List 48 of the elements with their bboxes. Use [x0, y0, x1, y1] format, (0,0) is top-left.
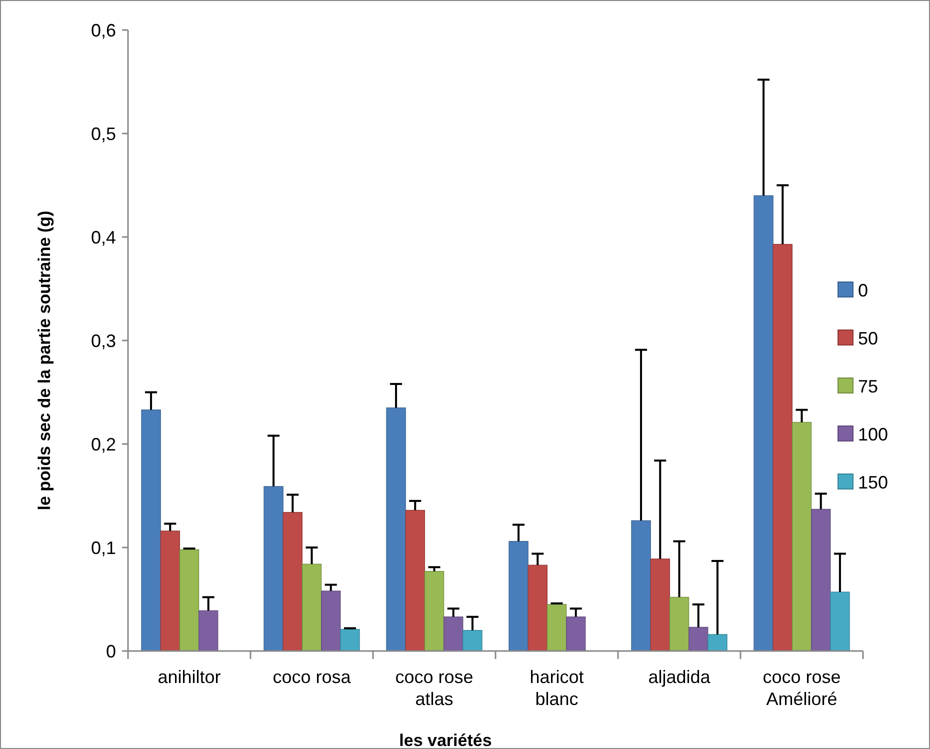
- y-tick-label: 0,3: [90, 330, 116, 351]
- bar: [792, 422, 812, 652]
- y-tick-label: 0,4: [90, 227, 116, 248]
- bar: [772, 244, 792, 652]
- x-tick-label: anihiltor: [158, 667, 221, 687]
- legend-label: 100: [858, 424, 888, 444]
- y-tick-label: 0,2: [90, 434, 116, 454]
- x-tick-label: haricot blanc: [530, 667, 584, 709]
- x-tick-label: aljadida: [648, 667, 712, 687]
- bar: [708, 634, 728, 652]
- legend-label: 75: [858, 376, 878, 396]
- bar: [462, 630, 482, 652]
- bar: [198, 610, 218, 652]
- bar: [650, 558, 670, 652]
- bar: [754, 195, 774, 652]
- bar: [528, 564, 548, 652]
- bar: [405, 510, 425, 652]
- legend-label: 50: [858, 328, 878, 348]
- x-axis-title: les variétés: [399, 731, 492, 749]
- y-tick-label: 0,6: [90, 20, 116, 40]
- bar: [566, 616, 586, 652]
- x-tick-label: coco rosa: [272, 667, 352, 687]
- bar: [302, 564, 322, 652]
- bar: [179, 549, 200, 652]
- bar: [508, 540, 528, 652]
- bar: [424, 571, 444, 652]
- x-tick-label: coco rose atlas: [395, 667, 474, 709]
- y-axis-title: le poids sec de la partie soutraine (g): [35, 210, 54, 510]
- bar: [141, 410, 161, 652]
- bar: [160, 530, 180, 652]
- x-tick-label: coco rose Amélioré: [762, 667, 841, 709]
- bar: [386, 407, 406, 652]
- legend-label: 0: [858, 280, 868, 300]
- y-tick-label: 0: [106, 641, 116, 662]
- bar: [546, 604, 567, 652]
- bar: [631, 520, 651, 652]
- bar: [340, 628, 360, 652]
- bar: [264, 486, 284, 652]
- bar: [321, 590, 341, 652]
- bar: [669, 596, 690, 652]
- bar: [688, 626, 708, 652]
- y-tick-label: 0,5: [90, 124, 116, 144]
- y-tick-label: 0,1: [90, 538, 116, 558]
- bar: [811, 508, 831, 652]
- bar: [444, 616, 464, 652]
- legend-label: 150: [858, 472, 888, 492]
- bar: [830, 592, 850, 652]
- bar: [282, 512, 302, 652]
